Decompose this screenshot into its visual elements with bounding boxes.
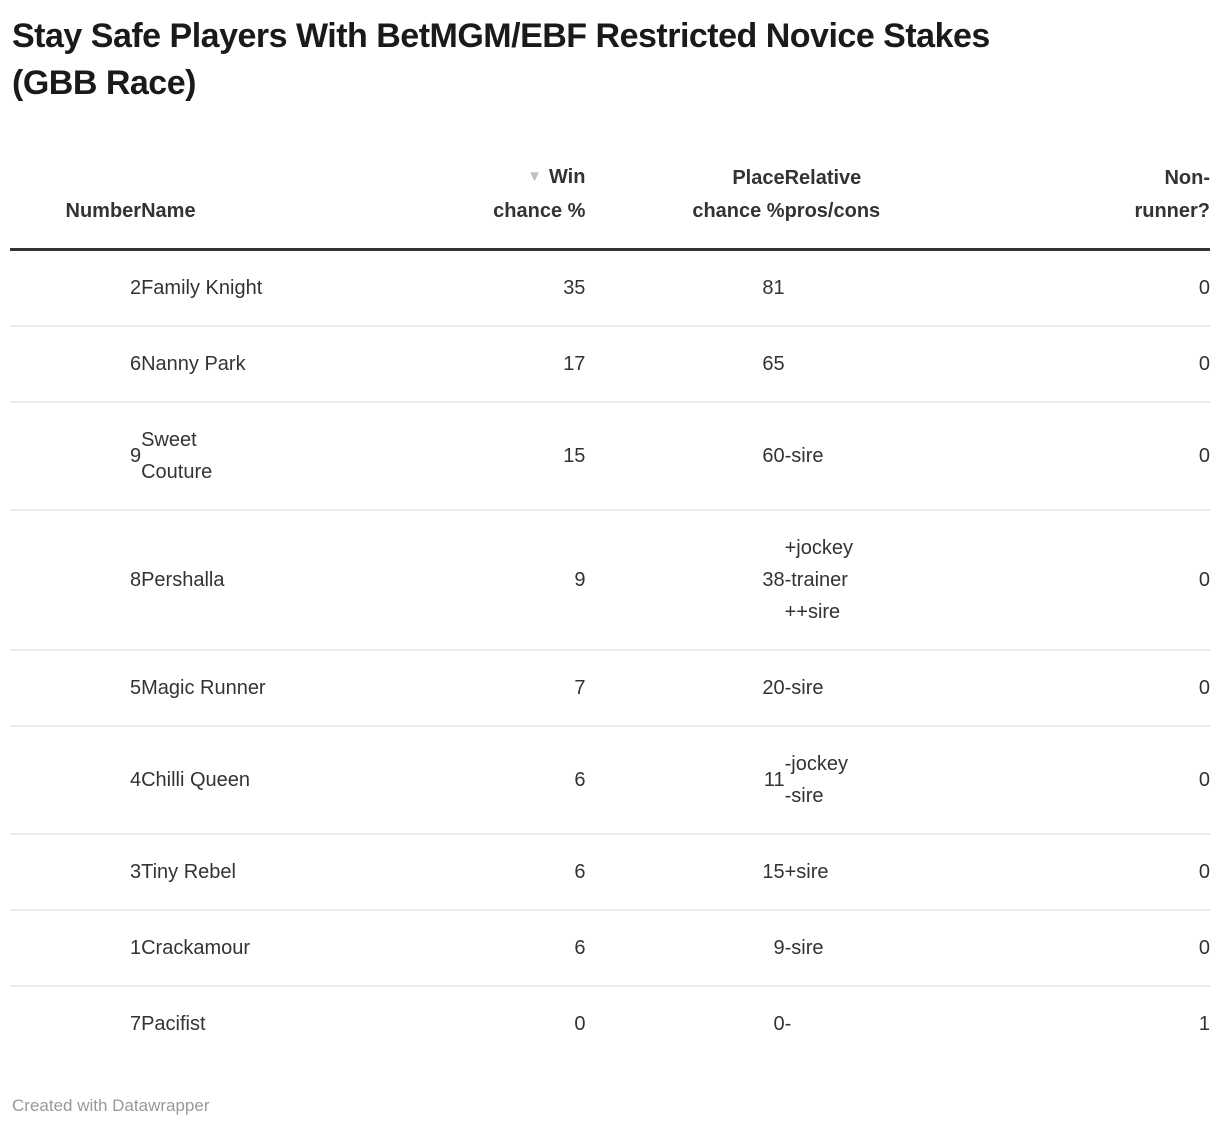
cell-win-chance: 7 xyxy=(440,649,586,726)
cell-pros-cons: -sire xyxy=(784,401,1041,510)
column-header-win-chance[interactable]: ▼ Win chance % xyxy=(440,161,586,251)
cell-non-runner: 0 xyxy=(1040,833,1210,910)
cell-number: 6 xyxy=(10,325,142,402)
column-header-name[interactable]: Name xyxy=(141,161,441,251)
cell-place-chance: 60 xyxy=(585,401,785,510)
cell-place-chance: 9 xyxy=(585,909,785,986)
datawrapper-attribution-link[interactable]: Created with Datawrapper xyxy=(12,1096,210,1115)
cell-name: Sweet Couture xyxy=(141,401,441,510)
header-row: Number Name ▼ Win chance % Place chance %… xyxy=(10,161,1210,251)
page-title: Stay Safe Players With BetMGM/EBF Restri… xyxy=(12,17,990,102)
table-row: 7 Pacifist 0 0 - 1 xyxy=(10,985,1210,1061)
table-row: 9 Sweet Couture 15 60 -sire 0 xyxy=(10,401,1210,510)
cell-number: 4 xyxy=(10,725,142,834)
column-header-win-chance-label: Win chance % xyxy=(493,166,586,222)
cell-place-chance: 38 xyxy=(585,509,785,650)
table-row: 3 Tiny Rebel 6 15 +sire 0 xyxy=(10,833,1210,910)
race-table: Number Name ▼ Win chance % Place chance %… xyxy=(10,161,1210,1061)
cell-name: Magic Runner xyxy=(141,649,441,726)
cell-pros-cons xyxy=(784,325,1041,402)
cell-place-chance: 15 xyxy=(585,833,785,910)
cell-number: 9 xyxy=(10,401,142,510)
column-header-place-chance[interactable]: Place chance % xyxy=(585,161,785,251)
cell-place-chance: 65 xyxy=(585,325,785,402)
cell-non-runner: 0 xyxy=(1040,909,1210,986)
cell-name: Family Knight xyxy=(141,277,263,299)
column-header-non-runner-label: Non- runner? xyxy=(1134,167,1210,222)
cell-non-runner: 0 xyxy=(1198,277,1210,299)
cell-name: Crackamour xyxy=(141,909,441,986)
cell-place-chance: 0 xyxy=(585,985,785,1061)
cell-number: 3 xyxy=(10,833,142,910)
cell-name: Pershalla xyxy=(141,509,441,650)
column-header-number[interactable]: Number xyxy=(10,161,142,251)
cell-number: 8 xyxy=(10,509,142,650)
table-row: 2 Family Knight 35 81 0 xyxy=(10,250,1210,327)
column-header-non-runner[interactable]: Non- runner? xyxy=(1040,161,1210,251)
cell-win-chance: 0 xyxy=(440,985,586,1061)
cell-win-chance: 6 xyxy=(440,909,586,986)
cell-place-chance: 81 xyxy=(762,277,785,299)
column-header-pros-cons-label: Relative pros/cons xyxy=(784,167,881,222)
cell-name: Pacifist xyxy=(141,985,441,1061)
cell-non-runner: 0 xyxy=(1040,725,1210,834)
cell-number: 2 xyxy=(129,277,142,299)
cell-pros-cons: +sire xyxy=(784,833,1041,910)
cell-name: Tiny Rebel xyxy=(141,833,441,910)
cell-win-chance: 35 xyxy=(563,277,586,299)
table-body: 2 Family Knight 35 81 0 6 Nanny Park 17 … xyxy=(10,250,1210,1061)
cell-non-runner: 0 xyxy=(1040,401,1210,510)
cell-place-chance: 11 xyxy=(585,725,785,834)
table-row: 4 Chilli Queen 6 11 -jockey -sire 0 xyxy=(10,725,1210,834)
cell-win-chance: 15 xyxy=(440,401,586,510)
cell-number: 1 xyxy=(10,909,142,986)
cell-non-runner: 0 xyxy=(1040,325,1210,402)
cell-pros-cons: - xyxy=(784,985,1041,1061)
cell-win-chance: 6 xyxy=(440,833,586,910)
column-header-place-chance-label: Place chance % xyxy=(692,167,785,222)
cell-pros-cons: -sire xyxy=(784,909,1041,986)
table-row: 1 Crackamour 6 9 -sire 0 xyxy=(10,909,1210,986)
cell-name: Chilli Queen xyxy=(141,725,441,834)
cell-place-chance: 20 xyxy=(585,649,785,726)
cell-number: 5 xyxy=(10,649,142,726)
column-header-name-label: Name xyxy=(141,200,196,222)
cell-non-runner: 1 xyxy=(1040,985,1210,1061)
cell-win-chance: 17 xyxy=(440,325,586,402)
cell-non-runner: 0 xyxy=(1040,509,1210,650)
cell-pros-cons: +jockey -trainer ++sire xyxy=(784,509,1041,650)
cell-pros-cons: -sire xyxy=(784,649,1041,726)
table-row: 5 Magic Runner 7 20 -sire 0 xyxy=(10,649,1210,726)
table-row: 6 Nanny Park 17 65 0 xyxy=(10,325,1210,402)
cell-number: 7 xyxy=(10,985,142,1061)
cell-pros-cons xyxy=(785,250,1041,327)
column-header-pros-cons[interactable]: Relative pros/cons xyxy=(784,161,1041,251)
cell-pros-cons: -jockey -sire xyxy=(784,725,1041,834)
sort-descending-icon: ▼ xyxy=(527,168,542,185)
column-header-number-label: Number xyxy=(65,200,142,222)
table-row: 8 Pershalla 9 38 +jockey -trainer ++sire… xyxy=(10,509,1210,650)
cell-win-chance: 6 xyxy=(440,725,586,834)
cell-win-chance: 9 xyxy=(440,509,586,650)
cell-non-runner: 0 xyxy=(1040,649,1210,726)
cell-name: Nanny Park xyxy=(141,325,441,402)
